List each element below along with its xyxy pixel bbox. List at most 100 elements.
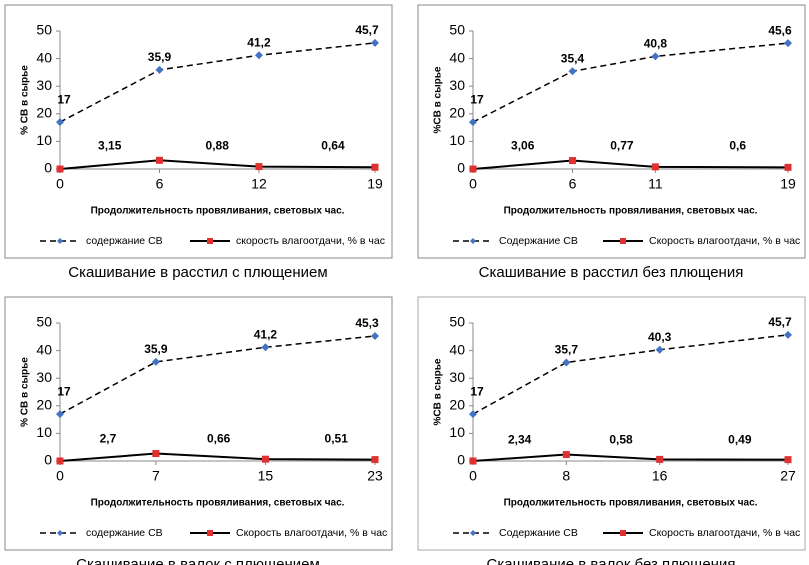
marker: [56, 118, 64, 127]
data-label: 45,7: [355, 23, 379, 37]
legend-label: Скорость влагоотдачи, % в час: [649, 235, 800, 247]
y-axis-title: %СВ в сырье: [433, 66, 444, 133]
series-line: [472, 159, 789, 170]
caption: Скашивание в валок с плющением: [76, 556, 320, 565]
legend-label: Содержание СВ: [499, 235, 578, 247]
data-label: 35,4: [561, 51, 585, 65]
marker: [562, 451, 570, 459]
marker: [371, 38, 379, 47]
legend-marker: [57, 238, 63, 244]
marker: [56, 165, 64, 173]
marker: [152, 450, 160, 458]
caption: Скашивание в расстил с плющением: [68, 264, 327, 281]
y-tick-label: 0: [457, 452, 465, 468]
marker: [784, 39, 792, 48]
marker: [151, 357, 160, 366]
legend-marker: [620, 530, 626, 536]
marker: [469, 457, 477, 465]
x-tick-label: 15: [258, 468, 274, 484]
legend-label: Скорость влагоотдачи, % в час: [649, 527, 800, 539]
y-tick-label: 10: [449, 424, 465, 440]
marker: [568, 67, 577, 76]
x-axis-title: Продолжительность провяливания, световых…: [91, 206, 345, 217]
x-tick-label: 12: [251, 176, 267, 192]
marker: [656, 455, 664, 463]
data-label: 41,2: [254, 327, 278, 341]
marker: [155, 65, 164, 74]
series-line: [59, 335, 376, 415]
legend-label: Содержание СВ: [499, 527, 578, 539]
legend-marker: [207, 530, 213, 536]
caption: Скашивание в валок без плющения: [487, 556, 736, 565]
y-tick-label: 40: [36, 49, 52, 65]
data-label: 0,6: [729, 139, 746, 153]
x-tick-label: 6: [569, 176, 577, 192]
y-tick-label: 30: [449, 369, 465, 385]
x-tick-label: 23: [367, 468, 383, 484]
y-tick-label: 50: [36, 22, 52, 38]
legend-label: содержание СВ: [86, 527, 163, 539]
y-tick-label: 0: [457, 160, 465, 176]
data-label: 17: [470, 384, 484, 398]
marker: [371, 163, 379, 171]
x-tick-label: 0: [469, 468, 477, 484]
data-label: 35,7: [555, 343, 579, 357]
marker: [469, 118, 477, 127]
x-tick-label: 0: [469, 176, 477, 192]
data-label: 0,88: [206, 138, 230, 152]
marker: [784, 456, 792, 464]
y-tick-label: 20: [36, 397, 52, 413]
marker: [651, 163, 659, 171]
marker: [651, 52, 660, 61]
marker: [261, 455, 269, 463]
marker: [371, 456, 379, 464]
series-line: [472, 334, 789, 415]
x-axis-title: Продолжительность провяливания, световых…: [91, 498, 345, 509]
y-tick-label: 30: [449, 77, 465, 93]
marker: [655, 345, 664, 354]
series-line: [472, 453, 789, 462]
marker: [562, 358, 571, 367]
y-tick-label: 0: [44, 160, 52, 176]
data-label: 40,3: [648, 330, 672, 344]
y-tick-label: 10: [449, 132, 465, 148]
y-tick-label: 50: [449, 22, 465, 38]
data-label: 41,2: [247, 35, 271, 49]
y-tick-label: 40: [449, 341, 465, 357]
marker: [56, 410, 64, 419]
data-label: 0,49: [728, 433, 752, 447]
data-label: 17: [470, 92, 484, 106]
marker: [254, 51, 263, 60]
x-tick-label: 27: [780, 468, 796, 484]
marker: [469, 410, 477, 419]
data-label: 0,58: [609, 433, 633, 447]
y-tick-label: 10: [36, 424, 52, 440]
y-tick-label: 30: [36, 77, 52, 93]
data-label: 40,8: [644, 37, 668, 51]
panel-border: [4, 4, 393, 259]
y-tick-label: 50: [36, 314, 52, 330]
legend-marker: [470, 530, 476, 536]
legend-marker: [470, 238, 476, 244]
y-tick-label: 20: [449, 105, 465, 121]
legend-marker: [620, 238, 626, 244]
data-label: 0,51: [325, 432, 349, 446]
caption: Скашивание в расстил без плющения: [479, 264, 744, 281]
data-label: 17: [57, 384, 71, 398]
marker: [371, 331, 379, 340]
y-tick-label: 20: [449, 397, 465, 413]
panel-border: [417, 4, 806, 259]
data-label: 45,7: [768, 315, 792, 329]
data-label: 35,9: [148, 50, 172, 64]
y-tick-label: 20: [36, 105, 52, 121]
marker: [784, 163, 792, 171]
x-tick-label: 19: [780, 176, 796, 192]
x-tick-label: 8: [562, 468, 570, 484]
x-tick-label: 0: [56, 176, 64, 192]
y-tick-label: 10: [36, 132, 52, 148]
legend-marker: [207, 238, 213, 244]
data-label: 3,06: [511, 139, 535, 153]
data-label: 2,34: [508, 433, 532, 447]
y-tick-label: 50: [449, 314, 465, 330]
y-tick-label: 40: [449, 49, 465, 65]
